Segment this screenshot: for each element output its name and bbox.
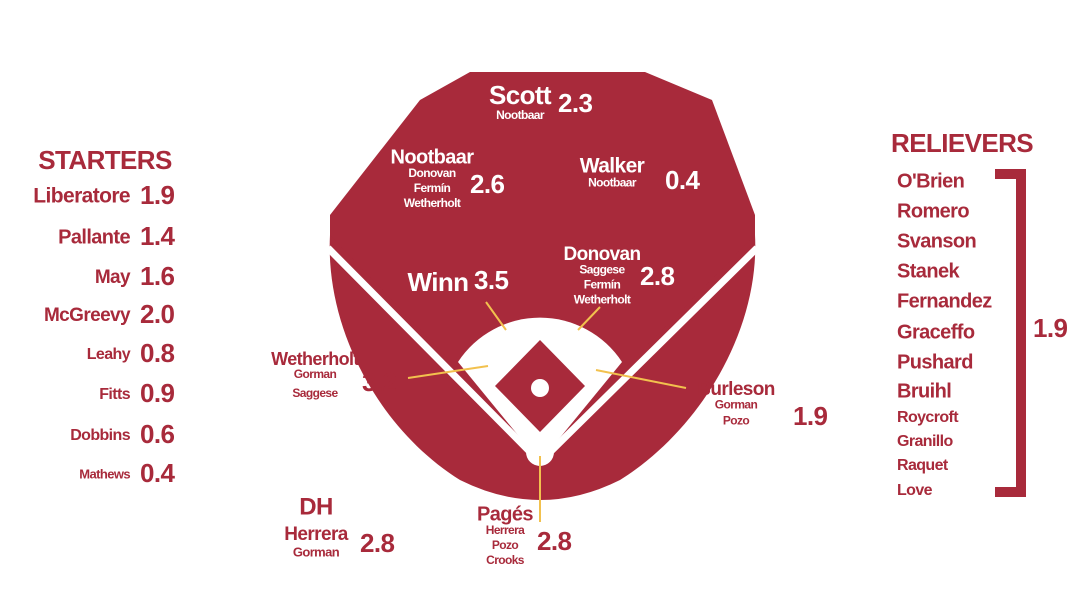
position-backup: Pozo	[492, 538, 519, 552]
outfield	[330, 72, 755, 455]
war-value: 1.9	[793, 401, 827, 431]
position-backup: Gorman	[293, 544, 340, 559]
pitcher-name: Romero	[897, 200, 969, 222]
reliever-bracket	[995, 169, 1026, 497]
pitcher-name: Leahy	[87, 346, 131, 363]
war-value: 3.2	[362, 367, 396, 397]
war-value: 1.9	[1033, 313, 1067, 343]
position-backup: Wetherholt	[404, 196, 461, 210]
pointer	[595, 369, 687, 389]
position-backup: Gorman	[294, 367, 337, 381]
pitcher-name: Mathews	[79, 466, 130, 481]
position-starter: Wetherholt	[271, 349, 359, 369]
war-value: 0.4	[665, 165, 700, 195]
position-backup: Crooks	[486, 553, 525, 567]
pitcher-name: Fernandez	[897, 290, 992, 312]
pitcher-name: Graceffo	[897, 321, 975, 343]
war-value: 1.6	[140, 261, 174, 291]
pitcher-name: Bruihl	[897, 380, 951, 402]
pointer	[577, 306, 601, 331]
pitcher-name: Fitts	[99, 386, 130, 403]
position-backup: Fermín	[584, 278, 621, 292]
war-value: 0.6	[140, 419, 174, 449]
war-value: 0.8	[140, 338, 174, 368]
pitcher-name: Pushard	[897, 351, 973, 373]
position-starter: Donovan	[563, 244, 640, 265]
pitcher-name: McGreevy	[44, 305, 131, 326]
war-value: 1.9	[140, 180, 174, 210]
position-backup: Herrera	[486, 523, 525, 537]
war-value: 3.5	[474, 265, 508, 295]
pitcher-name: Love	[897, 482, 933, 499]
position-backup: Pozo	[723, 414, 750, 428]
position-backup: Saggese	[579, 263, 625, 277]
position-backup: Wetherholt	[574, 293, 631, 307]
pitcher-name: Liberatore	[33, 185, 130, 208]
position-backup: Donovan	[408, 166, 455, 180]
war-value: 2.8	[537, 526, 571, 556]
position-backup: Fermín	[414, 181, 451, 195]
pitcher-name: Svanson	[897, 230, 976, 252]
war-value: 2.0	[140, 299, 174, 329]
position-backup: Gorman	[715, 398, 758, 412]
pointer	[485, 301, 507, 331]
position-backup: Nootbaar	[496, 108, 545, 122]
pitchers-mound	[531, 379, 549, 397]
pitcher-name: Raquet	[897, 457, 949, 474]
war-value: 2.6	[470, 169, 504, 199]
pointer	[407, 365, 489, 379]
position-starter: Herrera	[284, 524, 348, 545]
position-starter: Nootbaar	[391, 146, 475, 168]
war-value: 2.8	[640, 261, 674, 291]
pitcher-name: O'Brien	[897, 170, 964, 192]
position-backup: Saggese	[292, 386, 338, 400]
position-starter: Scott	[489, 80, 552, 110]
war-value: 1.4	[140, 221, 175, 251]
pointer-lines	[407, 301, 687, 522]
war-value: 2.8	[360, 528, 394, 558]
position-starter: Walker	[580, 155, 645, 178]
position-starter: Pagés	[477, 503, 533, 525]
pitcher-name: Roycroft	[897, 409, 959, 426]
war-value: 0.9	[140, 378, 174, 408]
home-plate-area	[526, 438, 554, 466]
section-title: RELIEVERS	[891, 128, 1033, 158]
position-backup: Nootbaar	[588, 176, 637, 190]
pitcher-name: May	[95, 267, 131, 288]
position-label: DH	[299, 493, 332, 520]
position-starter: Burleson	[697, 379, 775, 400]
war-value: 2.3	[558, 88, 592, 118]
war-value: 0.4	[140, 458, 175, 488]
pitcher-name: Pallante	[58, 226, 130, 248]
section-title: STARTERS	[38, 145, 172, 175]
pitcher-name: Stanek	[897, 260, 960, 282]
pitcher-name: Dobbins	[70, 427, 130, 444]
pitcher-name: Granillo	[897, 433, 953, 450]
position-starter: Winn	[408, 267, 469, 297]
